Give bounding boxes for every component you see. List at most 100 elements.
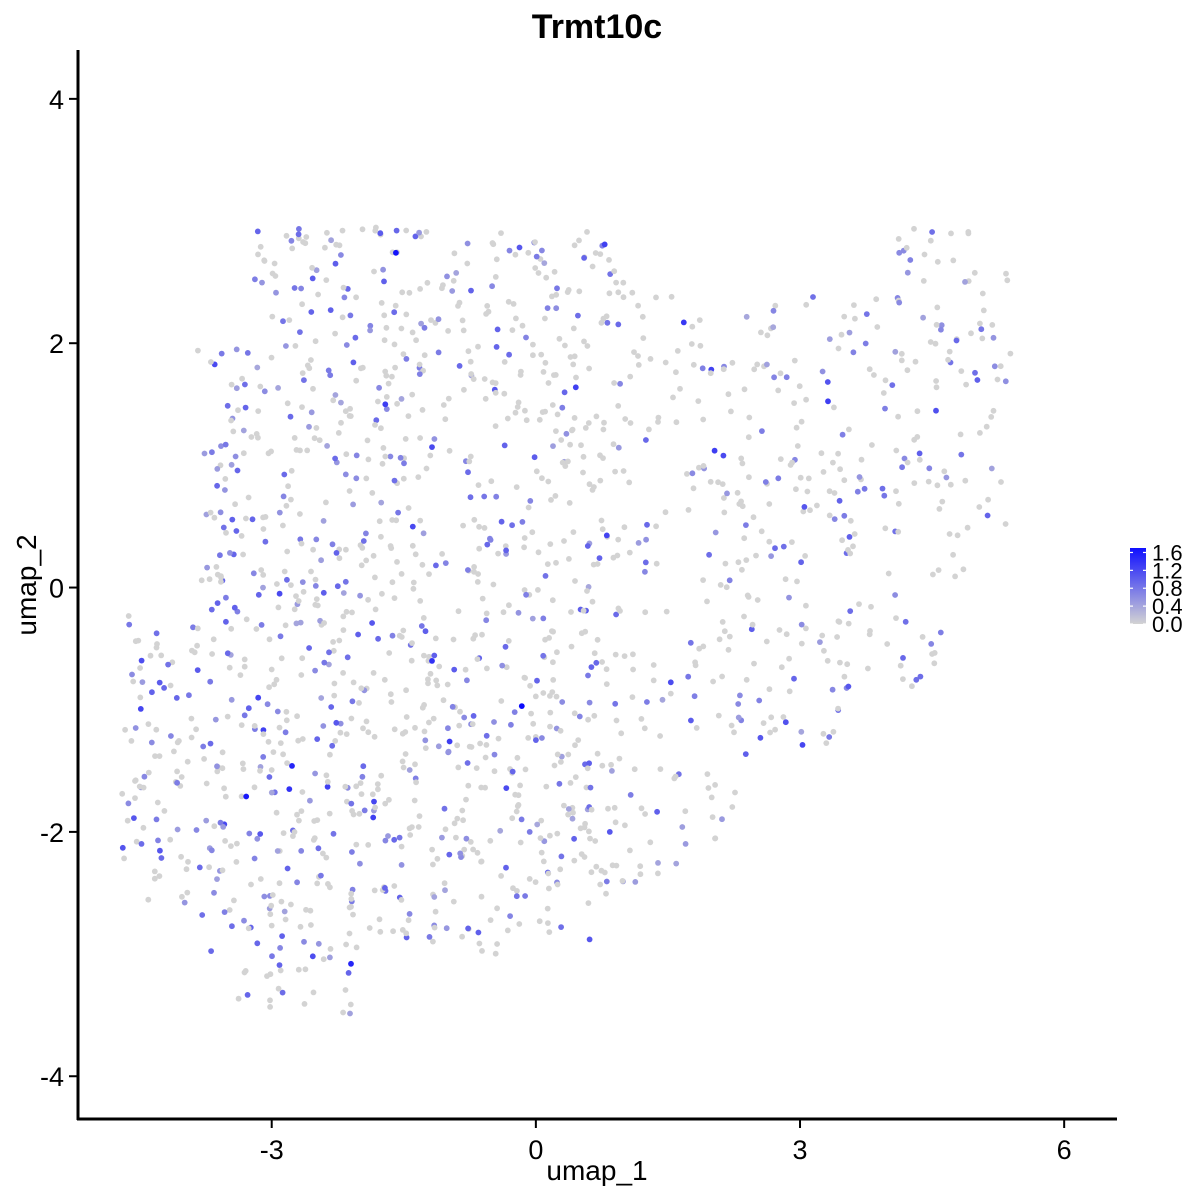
cell-point: [482, 395, 489, 402]
expressing-cell-point: [375, 635, 381, 642]
cell-point: [559, 459, 566, 466]
cell-point: [469, 721, 476, 727]
cell-point: [307, 907, 314, 914]
cell-point: [441, 880, 448, 887]
cell-point: [793, 424, 800, 431]
cell-point: [297, 511, 303, 517]
cell-point: [494, 941, 500, 947]
cell-point: [597, 881, 604, 888]
cell-point: [846, 426, 852, 433]
cell-point: [474, 849, 481, 856]
cell-point: [629, 694, 636, 700]
cell-point: [308, 568, 314, 575]
expressing-cell-point: [274, 708, 281, 715]
expressing-cell-point: [642, 568, 648, 575]
cell-point: [222, 476, 229, 482]
cell-point: [517, 782, 523, 789]
cell-point: [232, 501, 239, 508]
expressing-cell-point: [312, 770, 318, 777]
cell-point: [620, 294, 627, 301]
cell-point: [358, 791, 365, 797]
cell-point: [242, 968, 249, 974]
cell-point: [904, 367, 911, 374]
cell-point: [421, 352, 428, 359]
cell-point: [167, 836, 174, 843]
cell-point: [267, 997, 273, 1004]
cell-point: [376, 916, 383, 923]
cell-point: [459, 317, 466, 324]
cell-point: [535, 270, 542, 276]
expressing-cell-point: [165, 661, 172, 668]
cell-point: [206, 576, 213, 583]
cell-point: [882, 377, 889, 384]
cell-point: [491, 768, 498, 775]
cell-point: [272, 273, 279, 279]
cell-point: [670, 394, 676, 401]
cell-point: [389, 579, 396, 586]
cell-point: [289, 245, 296, 252]
cell-point: [311, 818, 318, 824]
cell-point: [758, 329, 764, 336]
cell-point: [838, 331, 845, 338]
cell-point: [521, 587, 528, 593]
cell-point: [777, 456, 784, 462]
cell-point: [650, 662, 657, 668]
cell-point: [611, 380, 617, 386]
colorbar-label: 1.2: [1152, 558, 1183, 583]
cell-point: [606, 257, 612, 263]
cell-point: [371, 733, 378, 740]
cell-point: [278, 898, 285, 905]
cell-point: [834, 634, 840, 640]
cell-point: [580, 469, 586, 476]
cell-point: [251, 784, 258, 791]
expressing-cell-point: [451, 666, 458, 673]
expressing-cell-point: [585, 672, 591, 679]
cell-point: [275, 604, 282, 611]
cell-point: [529, 529, 536, 536]
cell-point: [985, 496, 991, 503]
cell-point: [931, 660, 938, 667]
expressing-cell-point: [850, 349, 857, 356]
expressing-cell-point: [449, 703, 456, 710]
expressing-cell-point: [862, 340, 869, 347]
cell-point: [823, 740, 830, 746]
expressing-cell-point: [229, 516, 236, 523]
cell-point: [662, 509, 669, 516]
expressing-cell-point: [389, 632, 396, 639]
cell-point: [565, 811, 571, 818]
cell-point: [410, 585, 417, 592]
expressing-cell-point: [294, 879, 300, 886]
expressing-cell-point: [341, 294, 348, 301]
expressing-cell-point: [208, 847, 215, 854]
cell-point: [387, 543, 394, 549]
cell-point: [819, 632, 826, 639]
cell-point: [476, 545, 483, 552]
cell-point: [821, 647, 827, 654]
expressing-cell-point: [581, 255, 587, 261]
expressing-cell-point: [204, 564, 211, 571]
cell-point: [513, 484, 520, 490]
expressing-cell-point: [491, 751, 498, 758]
cell-point: [255, 251, 261, 258]
cell-point: [585, 716, 591, 723]
cell-point: [359, 545, 366, 551]
expressing-cell-point: [242, 404, 249, 411]
expressing-cell-point: [308, 409, 315, 416]
cell-point: [635, 353, 641, 359]
cell-point: [322, 244, 328, 251]
cell-point: [612, 468, 618, 475]
cell-point: [450, 898, 457, 905]
expressing-cell-point: [917, 673, 924, 680]
expressing-cell-point: [737, 692, 743, 699]
cell-point: [533, 468, 540, 475]
expressing-cell-point: [281, 908, 288, 915]
cell-point: [222, 838, 229, 844]
expressing-cell-point: [516, 244, 523, 251]
cell-point: [545, 380, 552, 386]
expressing-cell-point: [916, 450, 923, 457]
cell-point: [591, 650, 598, 657]
cell-point: [739, 460, 746, 467]
cell-point: [946, 531, 953, 537]
expressing-cell-point: [586, 699, 593, 706]
cell-point: [640, 335, 647, 341]
